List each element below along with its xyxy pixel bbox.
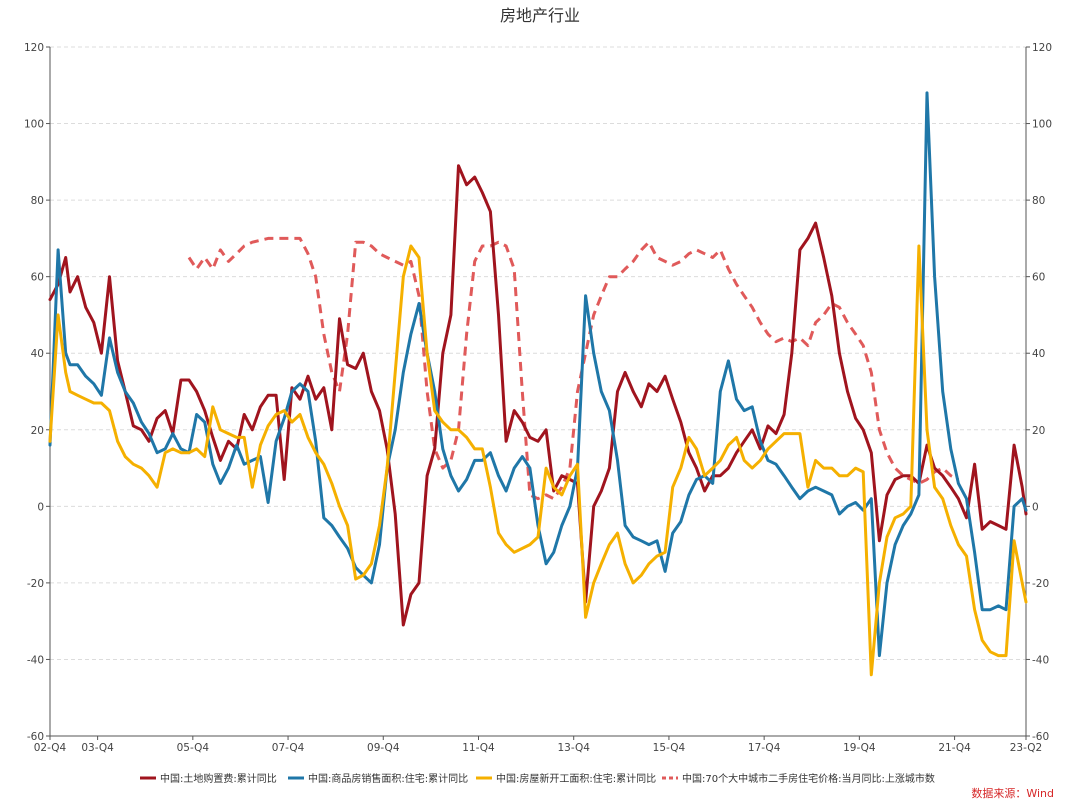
series-lines — [48, 91, 1028, 677]
legend-label: 中国:商品房销售面积:住宅:累计同比 — [308, 772, 468, 785]
y-tick-left: -40 — [27, 654, 44, 666]
x-tick-label: 21-Q4 — [938, 742, 971, 754]
y-tick-left: 80 — [31, 195, 44, 207]
y-tick-right: 20 — [1032, 425, 1045, 437]
chart-title: 房地产行业 — [500, 6, 580, 25]
y-tick-left: 20 — [31, 425, 44, 437]
x-tick-label: 17-Q4 — [748, 742, 781, 754]
y-tick-left: -20 — [27, 578, 44, 590]
y-tick-right: 60 — [1032, 272, 1045, 284]
x-tick-label: 23-Q2 — [1010, 742, 1042, 754]
y-tick-right: -40 — [1032, 654, 1049, 666]
source-note: 数据来源：Wind — [971, 786, 1054, 800]
y-tick-left: -60 — [27, 731, 44, 743]
series-line-0 — [48, 164, 1028, 627]
x-tick-label: 05-Q4 — [177, 742, 210, 754]
y-tick-left: 0 — [37, 501, 44, 513]
y-tick-left: 120 — [24, 42, 44, 54]
x-tick-label: 13-Q4 — [557, 742, 590, 754]
x-tick-label: 11-Q4 — [462, 742, 495, 754]
x-tick-label: 02-Q4 — [34, 742, 67, 754]
y-tick-left: 60 — [31, 272, 44, 284]
x-tick-label: 07-Q4 — [272, 742, 305, 754]
y-tick-right: 40 — [1032, 348, 1045, 360]
y-tick-left: 40 — [31, 348, 44, 360]
axes: -60 -40 -20 0 20 40 60 80 100 120 -60 -40 -20 0 20 40 60… — [24, 42, 1052, 754]
x-tick-label: 09-Q4 — [367, 742, 400, 754]
y-tick-right: -60 — [1032, 731, 1049, 743]
legend-label: 中国:房屋新开工面积:住宅:累计同比 — [496, 772, 656, 785]
y-tick-right: 80 — [1032, 195, 1045, 207]
y-tick-right: 100 — [1032, 119, 1052, 131]
legend: 中国:土地购置费:累计同比 中国:商品房销售面积:住宅:累计同比 中国:房屋新开工面… — [140, 772, 935, 785]
y-tick-right: 0 — [1032, 501, 1039, 513]
legend-label: 中国:土地购置费:累计同比 — [160, 772, 277, 785]
legend-label: 中国:70个大中城市二手房住宅价格:当月同比:上涨城市数 — [682, 772, 935, 785]
y-tick-right: -20 — [1032, 578, 1049, 590]
y-tick-left: 100 — [24, 119, 44, 131]
x-tick-label: 19-Q4 — [843, 742, 876, 754]
x-tick-label: 15-Q4 — [653, 742, 686, 754]
series-line-1 — [48, 91, 1028, 658]
y-tick-right: 120 — [1032, 42, 1052, 54]
series-line-2 — [48, 244, 1028, 677]
x-tick-label: 03-Q4 — [81, 742, 114, 754]
